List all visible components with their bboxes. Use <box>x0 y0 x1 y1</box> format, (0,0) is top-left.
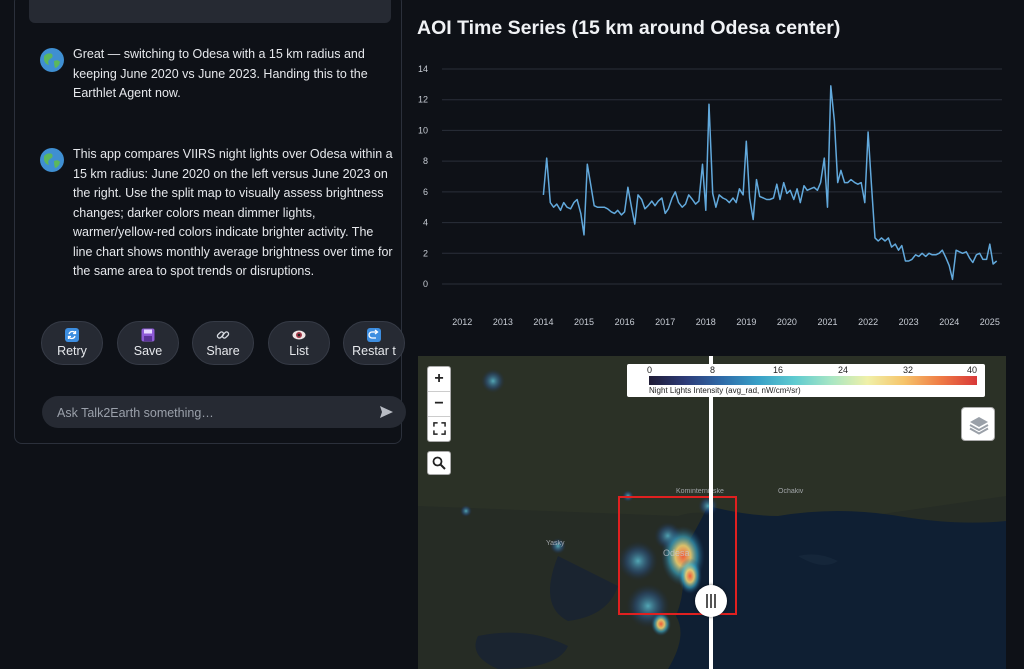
y-tick-label: 10 <box>418 125 428 135</box>
y-tick-label: 4 <box>423 218 428 228</box>
legend-tick: 40 <box>967 365 978 375</box>
y-tick-label: 8 <box>423 156 428 166</box>
send-icon[interactable] <box>379 405 394 419</box>
layers-icon <box>969 417 989 435</box>
legend-tick: 8 <box>710 365 716 375</box>
y-tick-label: 6 <box>423 187 428 197</box>
legend-tick: 32 <box>903 365 914 375</box>
legend-tick: 16 <box>773 365 784 375</box>
zoom-out-button[interactable]: − <box>428 392 450 417</box>
legend-tick: 24 <box>838 365 849 375</box>
share-label: Share <box>206 344 240 358</box>
search-icon <box>432 456 446 470</box>
share-button[interactable]: Share <box>192 321 254 365</box>
x-tick-label: 2025 <box>980 317 1000 327</box>
map-place-label-odesa: Odesa <box>663 548 690 558</box>
fullscreen-icon <box>432 422 446 435</box>
retry-icon <box>65 328 79 342</box>
x-tick-label: 2014 <box>533 317 553 327</box>
x-tick-label: 2019 <box>736 317 756 327</box>
split-divider[interactable] <box>709 356 713 669</box>
save-label: Save <box>133 344 163 358</box>
map-legend: 0 8 16 24 32 40 Night Lights Intensity (… <box>627 364 985 397</box>
previous-message-bar <box>29 0 391 23</box>
legend-caption: Night Lights Intensity (avg_rad, nW/cm²/… <box>649 386 801 395</box>
chat-input-box <box>42 396 406 430</box>
drag-grip-icon <box>706 594 716 608</box>
chart-title: AOI Time Series (15 km around Odesa cent… <box>417 17 841 39</box>
zoom-control: + − <box>427 366 451 442</box>
y-tick-label: 2 <box>423 248 428 258</box>
y-tick-label: 0 <box>423 279 428 289</box>
earth-avatar-icon <box>40 148 64 172</box>
restart-label: Restar t <box>352 344 396 358</box>
y-tick-label: 14 <box>418 64 428 74</box>
chat-panel: Great — switching to Odesa with a 15 km … <box>14 0 406 444</box>
restart-button[interactable]: Restar t <box>343 321 405 365</box>
x-tick-label: 2015 <box>574 317 594 327</box>
assistant-message: Great — switching to Odesa with a 15 km … <box>39 47 395 117</box>
save-button[interactable]: Save <box>117 321 179 365</box>
map-place-label: Yasky <box>546 540 565 547</box>
night-lights-map-image <box>418 356 1006 669</box>
x-tick-label: 2022 <box>858 317 878 327</box>
retry-label: Retry <box>57 344 87 358</box>
eye-icon <box>292 330 306 340</box>
x-tick-label: 2018 <box>696 317 716 327</box>
x-tick-label: 2012 <box>452 317 472 327</box>
map-search-button[interactable] <box>427 451 451 475</box>
series-line <box>542 85 998 281</box>
map-place-label: Ochakiv <box>778 488 804 495</box>
message-text: This app compares VIIRS night lights ove… <box>73 147 393 278</box>
x-tick-label: 2020 <box>777 317 797 327</box>
list-button[interactable]: List <box>268 321 330 365</box>
legend-tick: 0 <box>647 365 653 375</box>
split-handle[interactable] <box>695 585 727 617</box>
map-place-label: Kominternivske <box>676 488 724 495</box>
x-tick-label: 2017 <box>655 317 675 327</box>
save-icon <box>141 328 155 342</box>
zoom-in-button[interactable]: + <box>428 367 450 392</box>
restart-icon <box>367 328 381 342</box>
x-tick-label: 2013 <box>493 317 513 327</box>
earth-avatar-icon <box>40 48 64 72</box>
y-tick-label: 12 <box>418 95 428 105</box>
layers-button[interactable] <box>961 407 995 441</box>
link-icon <box>216 331 230 339</box>
x-tick-label: 2021 <box>817 317 837 327</box>
message-text: Great — switching to Odesa with a 15 km … <box>73 47 368 100</box>
retry-button[interactable]: Retry <box>41 321 103 365</box>
split-map[interactable]: Kominternivske Yasky Odesa Ochakiv + − <box>418 356 1006 669</box>
x-tick-label: 2024 <box>939 317 959 327</box>
legend-colorbar <box>649 376 977 385</box>
x-tick-label: 2023 <box>899 317 919 327</box>
fullscreen-button[interactable] <box>428 417 450 441</box>
chat-input[interactable] <box>55 396 369 430</box>
time-series-chart: 0 2 4 6 8 10 12 14 2012 2013 2014 2015 2016 2017 2018 2… <box>418 64 1002 327</box>
list-label: List <box>289 344 309 358</box>
assistant-message: This app compares VIIRS night lights ove… <box>39 147 395 297</box>
x-tick-label: 2016 <box>615 317 635 327</box>
